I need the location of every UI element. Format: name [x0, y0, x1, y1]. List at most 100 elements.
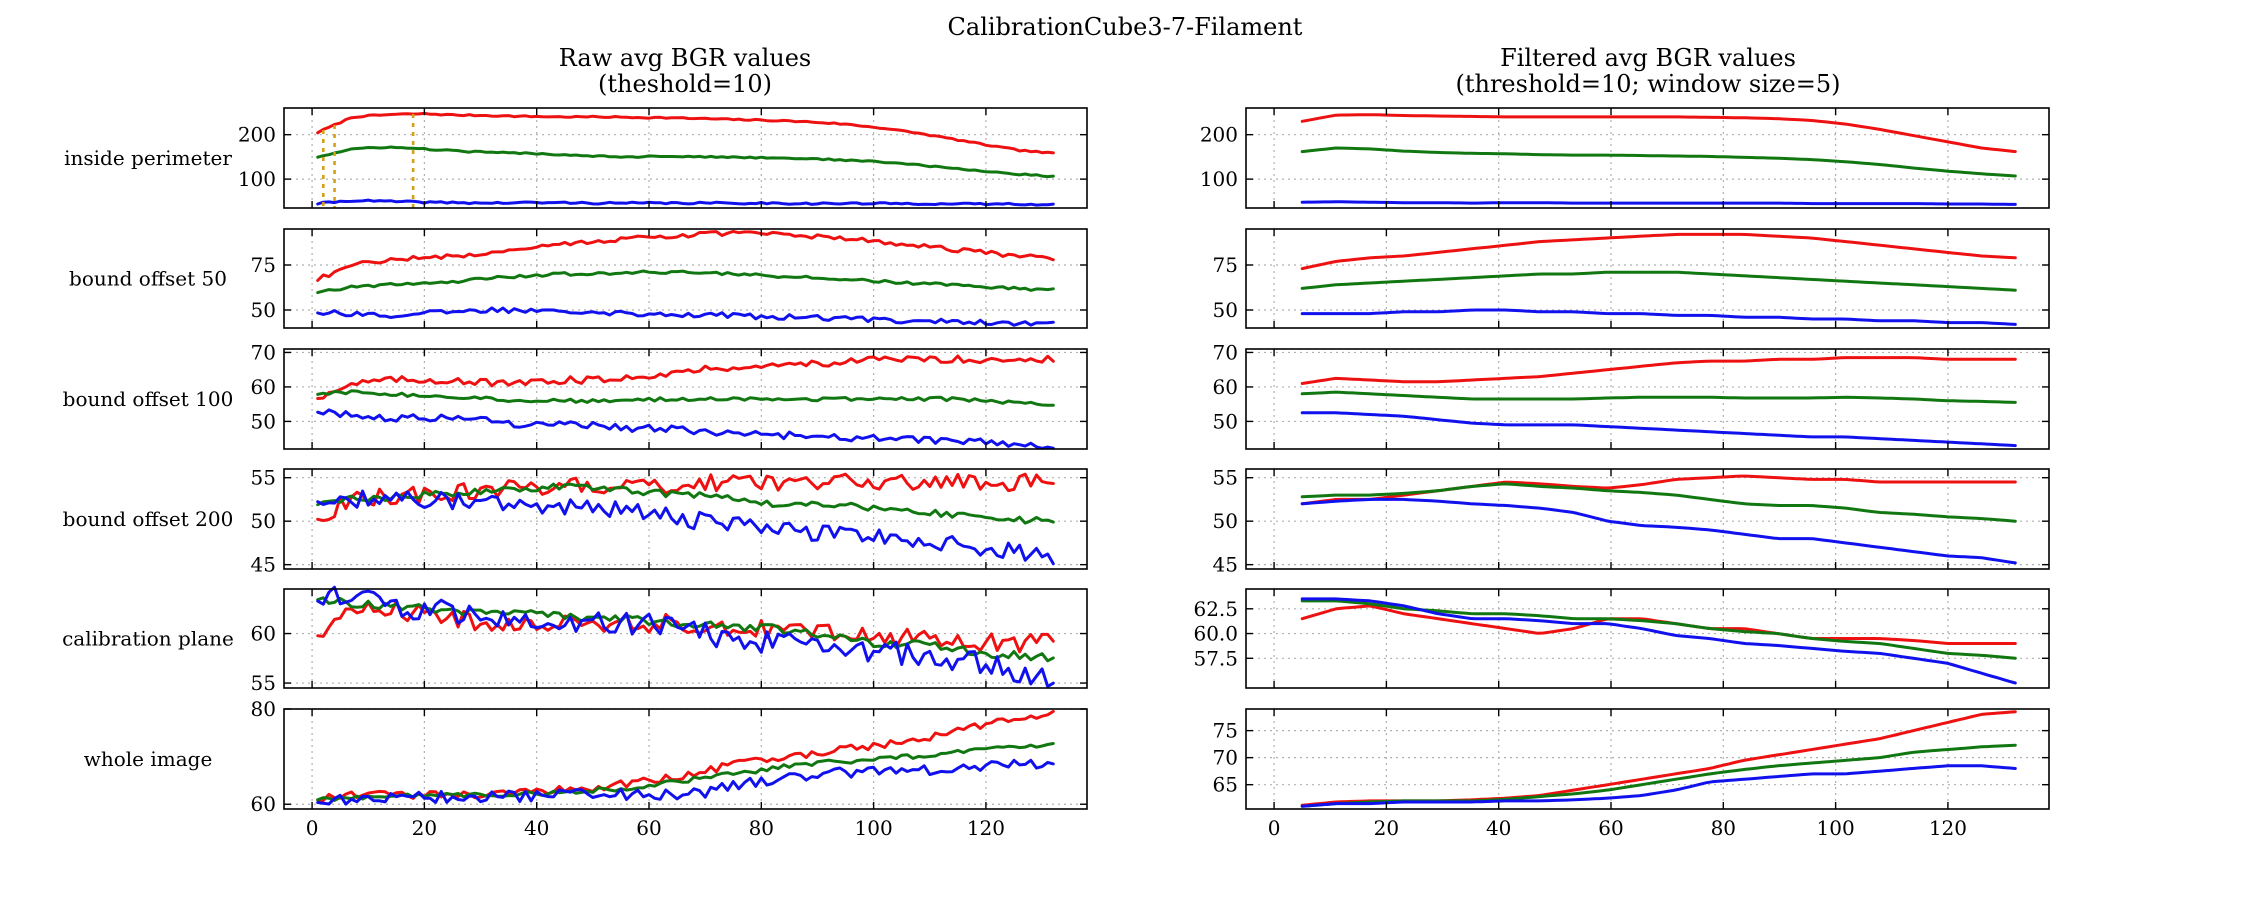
- x-tick-label: 20: [1374, 816, 1399, 840]
- series-red: [1300, 604, 2017, 645]
- series-red: [316, 709, 1055, 802]
- axes-frame: [1245, 348, 2050, 450]
- y-tick-label: 62.5: [1193, 597, 1238, 621]
- x-tick-label: 40: [524, 816, 549, 840]
- series-blue: [316, 306, 1055, 327]
- series-blue: [316, 489, 1055, 566]
- series-blue: [1300, 597, 2017, 685]
- row-label: bound offset 50: [69, 267, 227, 291]
- axes-frame: [1245, 708, 2050, 810]
- y-tick-label: 50: [1213, 409, 1238, 433]
- series-green: [1300, 599, 2017, 660]
- y-tick-label: 50: [251, 298, 276, 322]
- x-tick-label: 100: [855, 816, 893, 840]
- y-tick-label: 100: [1200, 167, 1238, 191]
- axes-frame: [283, 228, 1088, 329]
- row-label: whole image: [84, 747, 213, 771]
- y-tick-label: 75: [251, 253, 276, 277]
- y-tick-label: 45: [1213, 553, 1238, 577]
- series-blue: [1300, 308, 2017, 326]
- row-label: calibration plane: [62, 627, 234, 651]
- series-green: [1300, 146, 2017, 178]
- y-tick-label: 60.0: [1193, 622, 1238, 646]
- x-tick-label: 0: [1268, 816, 1281, 840]
- y-tick-label: 70: [251, 340, 276, 364]
- x-tick-label: 0: [306, 816, 319, 840]
- series-red: [316, 229, 1055, 282]
- y-tick-label: 200: [238, 123, 276, 147]
- row-label: bound offset 200: [63, 507, 234, 531]
- subplot-raw-1: 50 75 bound offset 50: [69, 228, 1088, 329]
- series-green: [1300, 482, 2017, 523]
- subplot-raw-4: 55 60 calibration plane: [62, 585, 1088, 695]
- y-tick-label: 70: [1213, 340, 1238, 364]
- y-tick-label: 200: [1200, 123, 1238, 147]
- series-red: [1300, 113, 2017, 154]
- y-tick-label: 55: [251, 671, 276, 695]
- y-tick-label: 50: [251, 409, 276, 433]
- series-red: [1300, 232, 2017, 271]
- y-tick-label: 80: [251, 697, 276, 721]
- x-tick-label: 20: [412, 816, 437, 840]
- subplot-filtered-0: 100 200: [1200, 107, 2050, 209]
- column-title-line: Raw avg BGR values: [559, 44, 811, 72]
- series-blue: [316, 198, 1055, 207]
- y-tick-label: 60: [251, 375, 276, 399]
- series-blue: [1300, 411, 2017, 448]
- subplot-raw-2: 50 60 70 bound offset 100: [63, 340, 1088, 450]
- series-blue: [1300, 764, 2017, 808]
- x-tick-label: 80: [749, 816, 774, 840]
- series-red: [316, 354, 1055, 400]
- series-blue: [316, 758, 1055, 806]
- subplot-filtered-4: 57.560.062.5: [1193, 588, 2050, 689]
- series-blue: [1300, 497, 2017, 565]
- y-tick-label: 55: [1213, 466, 1238, 490]
- series-green: [316, 145, 1055, 179]
- y-tick-label: 45: [251, 553, 276, 577]
- subplot-raw-3: 45 50 55 bound offset 200: [63, 466, 1088, 577]
- y-tick-label: 55: [251, 466, 276, 490]
- series-green: [316, 389, 1055, 407]
- series-green: [316, 269, 1055, 295]
- axes-frame: [1245, 228, 2050, 329]
- y-tick-label: 70: [1213, 746, 1238, 770]
- y-tick-label: 65: [1213, 773, 1238, 797]
- subplot-filtered-3: 45 50 55: [1213, 466, 2050, 577]
- series-green: [1300, 270, 2017, 292]
- x-tick-label: 120: [1929, 816, 1967, 840]
- x-tick-label: 60: [636, 816, 661, 840]
- row-label: inside perimeter: [64, 146, 232, 170]
- series-red: [1300, 356, 2017, 385]
- series-green: [316, 596, 1055, 663]
- subplot-filtered-2: 50 60 70: [1213, 340, 2050, 450]
- y-tick-label: 50: [251, 509, 276, 533]
- column-title-line: Filtered avg BGR values: [1500, 44, 1796, 72]
- series-blue: [1300, 200, 2017, 206]
- y-tick-label: 60: [251, 792, 276, 816]
- y-tick-label: 60: [251, 622, 276, 646]
- subplot-raw-5: 60 80 0 20 40 60 80 100 120 whole image: [84, 697, 1088, 840]
- series-green: [1300, 390, 2017, 404]
- figure-title: CalibrationCube3-7-Filament: [948, 13, 1303, 41]
- x-tick-label: 100: [1817, 816, 1855, 840]
- series-blue: [316, 408, 1055, 450]
- y-tick-label: 50: [1213, 298, 1238, 322]
- subplot-filtered-1: 50 75: [1213, 228, 2050, 329]
- y-tick-label: 100: [238, 167, 276, 191]
- axes-frame: [1245, 107, 2050, 209]
- series-red: [316, 472, 1055, 523]
- axes-frame: [283, 348, 1088, 450]
- y-tick-label: 75: [1213, 719, 1238, 743]
- column-title-line: (theshold=10): [598, 70, 772, 98]
- x-tick-label: 80: [1711, 816, 1736, 840]
- axes-frame: [283, 708, 1088, 810]
- axes-frame: [283, 588, 1088, 689]
- y-tick-label: 60: [1213, 375, 1238, 399]
- x-tick-label: 120: [967, 816, 1005, 840]
- axes-frame: [283, 107, 1088, 209]
- series-red: [1300, 710, 2017, 807]
- y-tick-label: 75: [1213, 253, 1238, 277]
- subplot-filtered-5: 65 70 75 0 20 40 60 80 100 120: [1213, 708, 2050, 840]
